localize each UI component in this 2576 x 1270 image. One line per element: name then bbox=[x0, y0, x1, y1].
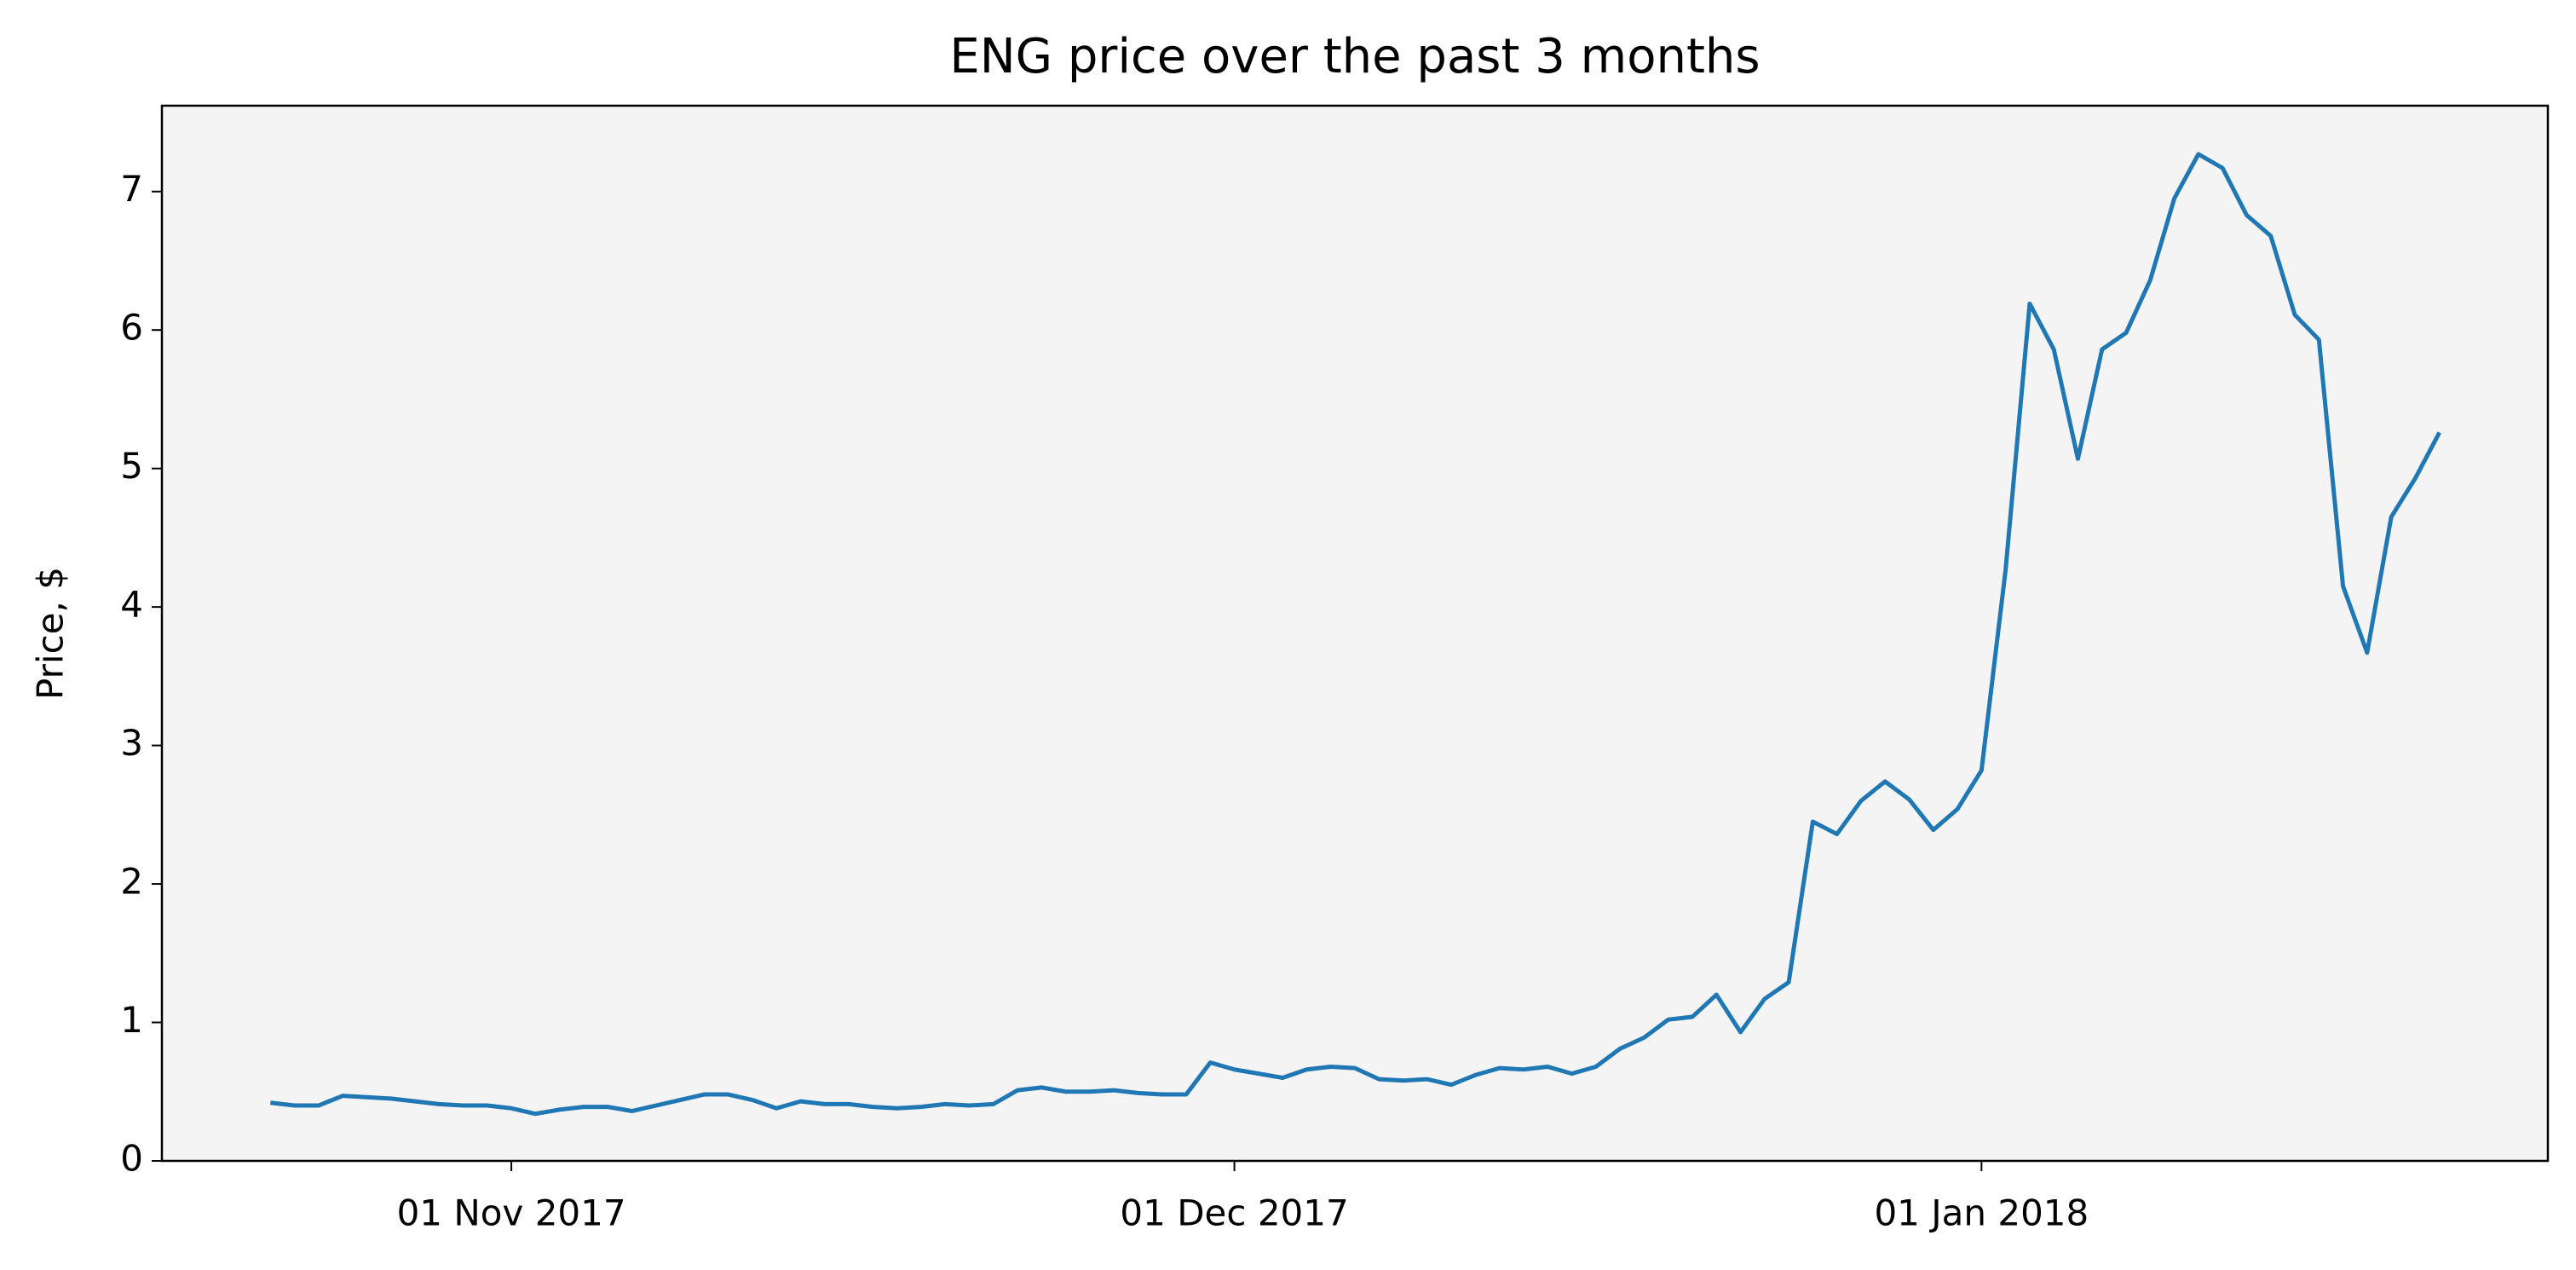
y-tick-label: 1 bbox=[120, 999, 143, 1041]
y-tick-label: 7 bbox=[120, 168, 143, 210]
x-tick-label: 01 Jan 2018 bbox=[1874, 1192, 2089, 1234]
plot-frame bbox=[160, 104, 2550, 1163]
chart-title: ENG price over the past 3 months bbox=[949, 29, 1760, 84]
y-tick-label: 4 bbox=[120, 584, 143, 626]
y-tick-label: 2 bbox=[120, 861, 143, 903]
y-tick-label: 3 bbox=[120, 722, 143, 764]
y-tick-label: 6 bbox=[120, 307, 143, 349]
y-tick-label: 5 bbox=[120, 445, 143, 487]
plot-area bbox=[162, 106, 2548, 1161]
price-line bbox=[269, 152, 2441, 1117]
x-tick-label: 01 Nov 2017 bbox=[397, 1192, 626, 1234]
x-tick-label: 01 Dec 2017 bbox=[1120, 1192, 1348, 1234]
y-axis-label: Price, $ bbox=[30, 567, 72, 700]
y-tick-label: 0 bbox=[120, 1138, 143, 1180]
